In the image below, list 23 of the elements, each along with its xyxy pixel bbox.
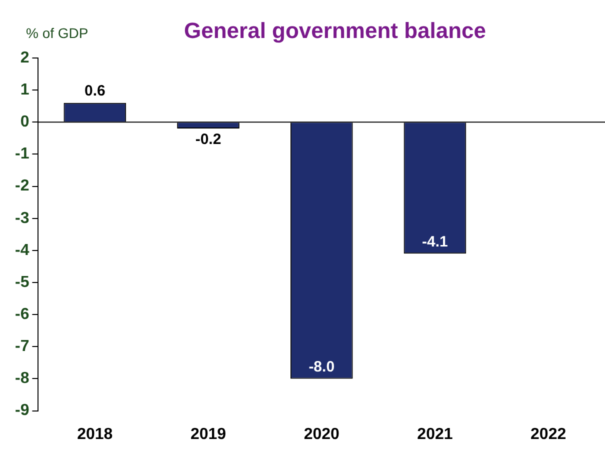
chart-title: General government balance xyxy=(184,18,486,44)
y-tick-label: -3 xyxy=(14,210,30,227)
data-label: -4.1 xyxy=(422,233,448,250)
data-label: -8.0 xyxy=(308,358,335,376)
y-tick-label: -2 xyxy=(14,178,30,195)
y-tick-label: -9 xyxy=(14,402,30,420)
x-tick-label: 2021 xyxy=(417,426,453,443)
y-tick-label: -4 xyxy=(14,242,30,259)
x-tick-label: 2022 xyxy=(530,426,566,443)
y-tick-label: 1 xyxy=(20,81,30,98)
y-tick-label: 0 xyxy=(20,114,30,131)
data-label: 0.6 xyxy=(84,82,106,100)
y-tick-label: -1 xyxy=(14,146,30,163)
y-tick-label: 2 xyxy=(20,49,30,66)
x-tick-label: 2019 xyxy=(190,426,226,443)
y-tick-label: -6 xyxy=(14,306,30,323)
x-tick-label: 2020 xyxy=(304,426,340,443)
y-tick-label: -8 xyxy=(14,370,30,388)
y-axis-title: % of GDP xyxy=(26,24,88,41)
y-tick-label: -5 xyxy=(14,274,30,291)
x-tick-label: 2018 xyxy=(77,426,113,443)
data-label: -0.2 xyxy=(195,131,222,148)
y-tick-label: -7 xyxy=(14,338,30,356)
